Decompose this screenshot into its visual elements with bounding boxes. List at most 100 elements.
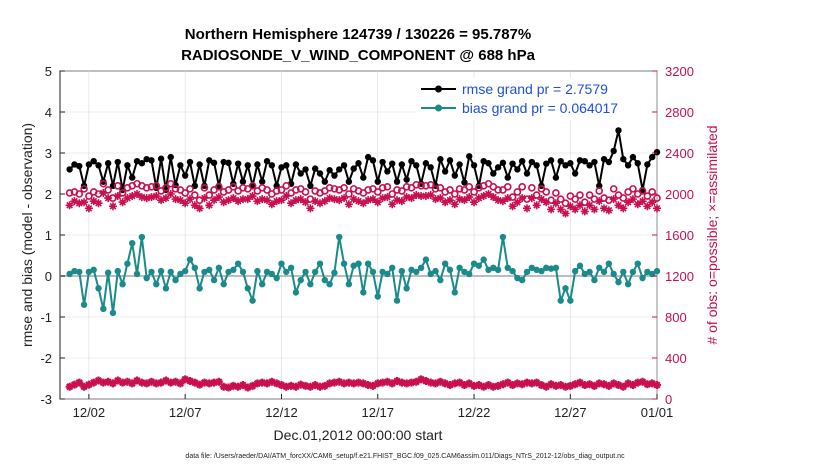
- obs-possible-point: [402, 183, 411, 191]
- obs-assimilated-low-point: [123, 377, 132, 386]
- obs-assimilated-low-point: [301, 381, 310, 390]
- bias-point: [639, 274, 646, 282]
- bias-point: [364, 260, 372, 267]
- obs-possible-point: [638, 187, 647, 195]
- obs-assimilated-low-point: [219, 382, 228, 391]
- bias-point: [273, 274, 280, 282]
- obs-assimilated-low-point: [104, 377, 113, 386]
- obs-assimilated-point: [484, 190, 493, 198]
- bias-point: [80, 301, 88, 308]
- rmse-point: [90, 158, 97, 165]
- obs-assimilated-point: [373, 198, 382, 207]
- obs-assimilated-low-point: [638, 377, 647, 386]
- bias-point: [369, 268, 377, 276]
- obs-assimilated-low-point: [465, 379, 474, 388]
- obs-assimilated-low-point: [523, 378, 532, 387]
- rmse-point: [586, 162, 593, 169]
- obs-assimilated-point: [65, 201, 74, 210]
- obs-assimilated-point: [320, 197, 329, 206]
- obs-assimilated-low-point: [190, 378, 199, 387]
- bias-point: [543, 264, 550, 271]
- bias-point: [316, 260, 324, 267]
- rmse-point: [494, 164, 502, 171]
- rmse-point: [364, 153, 372, 161]
- obs-assimilated-low-point: [315, 382, 324, 391]
- left-tick-label: -3: [40, 392, 52, 407]
- bias-point: [196, 285, 203, 292]
- obs-assimilated-point: [532, 201, 541, 210]
- legend: rmse grand pr = 2.7579 bias grand pr = 0…: [415, 78, 651, 120]
- rmse-point: [389, 160, 396, 167]
- rmse-point: [384, 168, 391, 175]
- bias-point: [605, 260, 613, 267]
- bias-point: [201, 268, 208, 276]
- obs-possible-point: [393, 186, 401, 194]
- obs-possible-point: [436, 184, 445, 192]
- obs-assimilated-point: [402, 193, 411, 202]
- obs-possible-point: [465, 183, 474, 191]
- bias-point: [567, 297, 574, 304]
- series-rmse: [66, 127, 661, 194]
- obs-assimilated-point: [185, 195, 194, 204]
- obs-assimilated-point: [648, 198, 657, 207]
- bias-point: [162, 285, 170, 292]
- obs-assimilated-point: [311, 197, 320, 206]
- obs-assimilated-point: [152, 192, 161, 201]
- bias-point: [71, 267, 78, 275]
- bias-point: [307, 281, 314, 288]
- obs-assimilated-low-point: [412, 377, 421, 386]
- obs-assimilated-point: [287, 199, 296, 208]
- obs-assimilated-point: [200, 194, 209, 203]
- rmse-point: [518, 158, 526, 165]
- obs-assimilated-low-point: [431, 379, 440, 388]
- rmse-point: [547, 157, 555, 164]
- rmse-point: [129, 174, 136, 181]
- rmse-point: [562, 162, 569, 169]
- x-tick-label: 12/02: [73, 405, 106, 420]
- obs-assimilated-low-point: [417, 375, 426, 384]
- x-tick-label: 12/17: [361, 405, 394, 420]
- series-obs-assimilated: [65, 188, 661, 218]
- rmse-point: [369, 157, 377, 164]
- obs-assimilated-low-point: [94, 376, 103, 385]
- bias-point: [441, 260, 449, 267]
- rmse-point: [456, 161, 463, 168]
- obs-assimilated-point: [94, 199, 103, 208]
- obs-assimilated-low-point: [633, 378, 642, 387]
- obs-assimilated-low-point: [137, 378, 146, 387]
- obs-assimilated-low-point: [108, 379, 117, 388]
- rmse-point: [307, 182, 314, 189]
- obs-assimilated-low-point: [402, 379, 411, 388]
- obs-possible-point: [340, 184, 348, 192]
- obs-assimilated-point: [503, 194, 512, 203]
- rmse-point: [239, 178, 247, 185]
- obs-assimilated-low-point: [407, 378, 416, 387]
- obs-assimilated-low-point: [128, 379, 137, 388]
- bias-point: [360, 289, 367, 296]
- rmse-point: [485, 160, 492, 167]
- bias-point: [225, 268, 232, 276]
- obs-assimilated-point: [113, 192, 122, 201]
- obs-assimilated-point: [306, 204, 315, 213]
- bias-point: [181, 267, 189, 275]
- rmse-point: [591, 158, 598, 166]
- rmse-point: [225, 159, 232, 167]
- obs-assimilated-point: [417, 192, 426, 201]
- bias-point: [124, 260, 131, 267]
- bias-point: [379, 268, 386, 276]
- obs-assimilated-low-point: [258, 378, 267, 387]
- bias-point: [466, 270, 473, 278]
- obs-assimilated-low-point: [619, 382, 628, 391]
- obs-assimilated-point: [431, 195, 440, 204]
- rmse-point: [186, 158, 194, 166]
- obs-possible-point: [248, 182, 257, 190]
- obs-assimilated-point: [291, 196, 300, 205]
- rmse-point: [95, 162, 102, 169]
- rmse-point: [326, 167, 333, 174]
- bias-point: [119, 281, 126, 288]
- obs-assimilated-low-point: [205, 379, 214, 388]
- bias-point: [104, 269, 112, 276]
- bias-point: [393, 297, 401, 304]
- obs-assimilated-low-point: [450, 379, 459, 388]
- bias-point: [244, 285, 251, 292]
